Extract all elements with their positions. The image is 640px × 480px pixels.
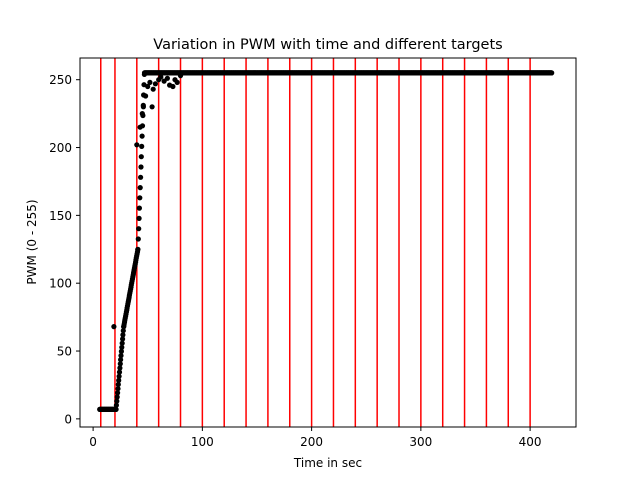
data-point: [138, 174, 144, 180]
y-tick-label: 250: [49, 73, 72, 87]
data-point: [152, 81, 158, 87]
data-point: [135, 246, 141, 252]
data-point: [164, 75, 170, 81]
data-point: [143, 93, 149, 99]
y-tick-label: 0: [64, 412, 72, 426]
data-point: [115, 390, 121, 396]
data-point: [115, 386, 121, 392]
data-point: [134, 142, 140, 148]
data-point: [117, 365, 123, 371]
data-point: [117, 361, 123, 367]
y-tick-label: 100: [49, 277, 72, 291]
data-point: [113, 406, 119, 412]
data-point: [170, 83, 176, 90]
data-points: [97, 70, 555, 412]
data-point: [135, 236, 141, 242]
data-point: [136, 226, 142, 232]
data-point: [111, 324, 117, 330]
x-tick-label: 300: [409, 435, 432, 449]
target-change-lines: [100, 58, 531, 427]
data-point: [116, 369, 123, 375]
data-point: [137, 124, 143, 130]
x-tick-label: 100: [191, 435, 214, 449]
data-point: [120, 332, 126, 338]
data-point: [118, 348, 124, 354]
y-tick-label: 150: [49, 209, 72, 223]
data-point: [113, 402, 119, 408]
data-point: [120, 336, 126, 342]
data-point: [140, 104, 146, 110]
data-point: [147, 79, 153, 85]
y-tick-label: 200: [49, 141, 72, 155]
plot-frame: [79, 57, 577, 428]
data-point: [145, 83, 151, 90]
x-tick-label: 400: [519, 435, 542, 449]
x-axis-label: Time in sec: [293, 456, 362, 470]
data-point: [119, 340, 125, 346]
data-point: [177, 73, 184, 79]
data-point: [139, 133, 145, 139]
data-point: [137, 195, 143, 201]
data-point: [118, 353, 124, 359]
data-point: [114, 398, 120, 404]
data-point: [120, 328, 126, 334]
data-point: [116, 373, 122, 379]
data-point: [137, 185, 143, 191]
data-point: [136, 205, 142, 211]
data-point: [138, 164, 144, 170]
y-axis-label: PWM (0 - 255): [25, 199, 39, 284]
data-point: [139, 111, 145, 117]
data-point: [174, 79, 180, 85]
data-point: [116, 377, 122, 383]
data-point: [149, 104, 155, 110]
data-point: [114, 394, 120, 400]
x-tick-label: 200: [300, 435, 323, 449]
data-point: [115, 381, 121, 388]
data-point: [139, 143, 145, 149]
data-point: [136, 215, 142, 221]
data-point: [150, 86, 156, 92]
data-point: [549, 70, 555, 76]
chart-title: Variation in PWM with time and different…: [153, 37, 502, 53]
data-point: [119, 344, 125, 350]
y-axis-ticks: 0 50 100 150 200 250: [49, 73, 80, 426]
data-point: [118, 357, 124, 363]
x-axis-ticks: 0 100 200 300 400: [89, 427, 542, 449]
y-tick-label: 50: [57, 345, 72, 359]
data-point: [158, 74, 164, 80]
x-tick-label: 0: [89, 435, 97, 449]
data-point: [138, 154, 144, 160]
